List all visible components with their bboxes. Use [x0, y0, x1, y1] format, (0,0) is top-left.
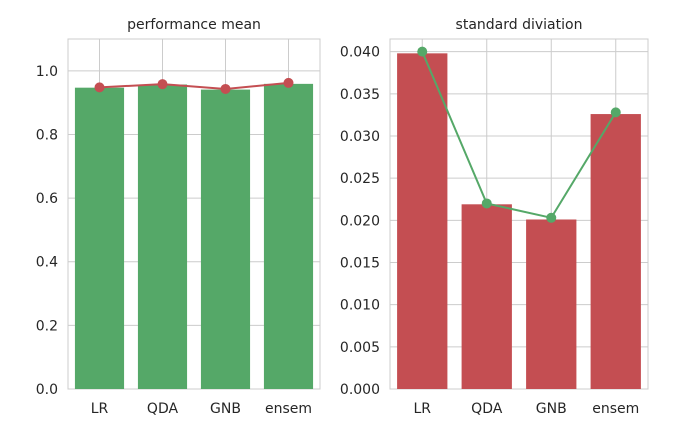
bar-LR	[397, 53, 448, 390]
y-tick-label: 0.2	[36, 318, 58, 334]
chart-title: standard diviation	[456, 17, 583, 33]
overlay-point-GNB	[546, 212, 557, 223]
y-tick-label: 0.6	[36, 191, 58, 207]
x-tick-label: GNB	[536, 401, 567, 417]
bar-GNB	[526, 219, 577, 389]
x-tick-label: GNB	[210, 401, 241, 417]
y-tick-label: 0.4	[36, 255, 58, 271]
overlay-point-ensem	[283, 77, 294, 88]
y-tick-label: 0.040	[340, 45, 380, 61]
bar-GNB	[200, 89, 251, 389]
bar-LR	[74, 87, 125, 389]
y-tick-label: 0.000	[340, 382, 380, 398]
chart-panel-2: 0.000 0.005 0.010 0.015 0.020 0.025 0.030 0.035…	[340, 17, 649, 417]
y-tick-label: 1.0	[36, 64, 58, 80]
x-tick-label: ensem	[592, 401, 639, 417]
x-tick-label: ensem	[265, 401, 312, 417]
overlay-line	[421, 51, 617, 219]
y-tick-label: 0.025	[340, 171, 380, 187]
overlay-point-LR	[94, 82, 105, 93]
y-tick-label: 0.020	[340, 213, 380, 229]
y-tick-label: 0.030	[340, 129, 380, 145]
y-tick-label: 0.005	[340, 340, 380, 356]
x-tick-label: QDA	[147, 401, 179, 417]
y-tick-label: 0.035	[340, 87, 380, 103]
overlay-point-QDA	[481, 198, 492, 209]
chart-panel-1: 0.0 0.2 0.4 0.6 0.8 1.0 LR QDA GNB ensem performan…	[36, 17, 321, 417]
y-tick-label: 0.010	[340, 298, 380, 314]
y-tick-label: 0.015	[340, 255, 380, 271]
overlay-point-QDA	[157, 79, 168, 90]
y-tick-label: 0.8	[36, 127, 58, 143]
x-tick-label: LR	[91, 401, 109, 417]
bar-ensem	[590, 114, 641, 389]
overlay-point-LR	[417, 46, 428, 57]
bar-QDA	[461, 204, 512, 389]
overlay-point-ensem	[610, 107, 621, 118]
chart-title: performance mean	[127, 17, 261, 33]
overlay-line	[99, 81, 289, 90]
bar-QDA	[137, 84, 188, 389]
x-tick-label: QDA	[471, 401, 503, 417]
overlay-point-GNB	[220, 83, 231, 94]
y-tick-label: 0.0	[36, 382, 58, 398]
bar-ensem	[263, 83, 314, 389]
x-tick-label: LR	[413, 401, 431, 417]
